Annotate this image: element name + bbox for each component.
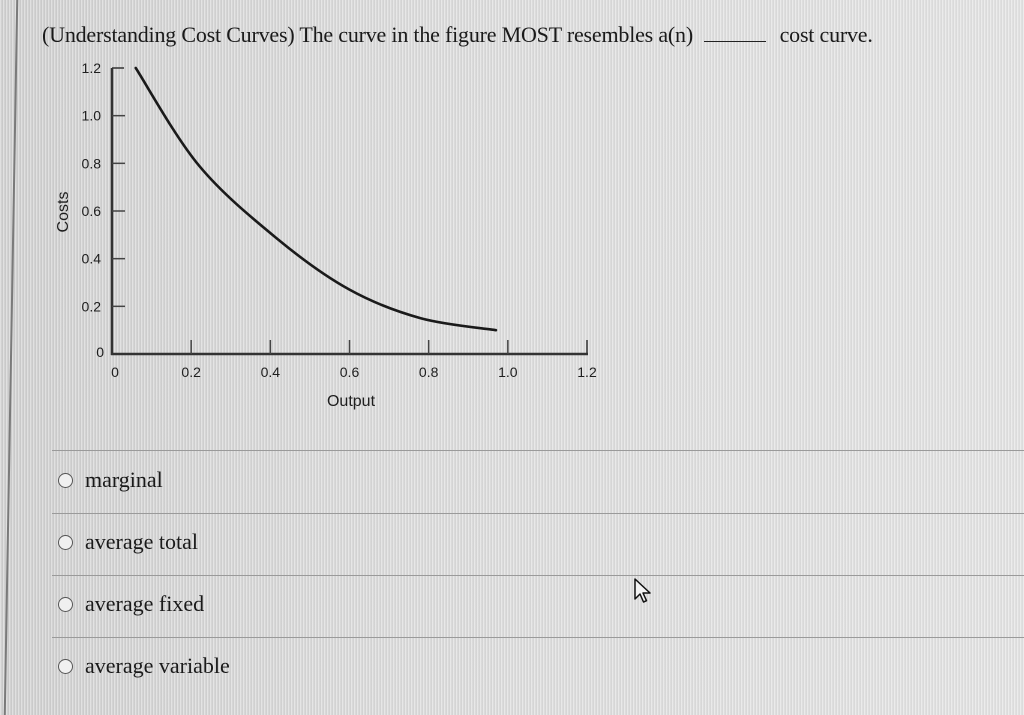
- divider: [52, 513, 1024, 514]
- x-tick-label: 1.2: [577, 364, 597, 380]
- y-axis-ticks: 0 0.2 0.4 0.6 0.8 1.0 1.2: [82, 60, 125, 360]
- option-label: average fixed: [85, 591, 205, 616]
- option-average-variable[interactable]: average variable: [58, 651, 230, 681]
- x-tick-label: 0: [111, 364, 119, 380]
- option-label: average variable: [85, 653, 230, 678]
- question-text: (Understanding Cost Curves) The curve in…: [42, 22, 1022, 48]
- x-tick-label: 0.4: [261, 364, 281, 380]
- x-tick-label: 0.8: [419, 364, 439, 380]
- y-tick-label: 1.0: [82, 108, 102, 124]
- y-axis-title: Costs: [55, 192, 72, 233]
- x-tick-label: 0.2: [181, 364, 201, 380]
- option-average-total[interactable]: average total: [58, 527, 198, 557]
- radio-empty-icon[interactable]: [58, 472, 73, 488]
- question-prefix: (Understanding Cost Curves) The curve in…: [42, 22, 693, 47]
- y-tick-label: 0: [96, 344, 104, 360]
- x-axis-ticks: 0 0.2 0.4 0.6 0.8 1.0 1.2: [111, 340, 597, 380]
- y-tick-label: 0.2: [82, 298, 102, 314]
- mouse-pointer-icon: [634, 578, 651, 603]
- divider: [52, 637, 1024, 638]
- option-label: average total: [85, 529, 198, 554]
- radio-empty-icon[interactable]: [58, 658, 73, 674]
- y-tick-label: 0.4: [82, 251, 102, 267]
- option-average-fixed[interactable]: average fixed: [58, 589, 204, 619]
- x-tick-label: 0.6: [340, 364, 360, 380]
- radio-empty-icon[interactable]: [58, 596, 73, 612]
- x-tick-label: 1.0: [498, 364, 518, 380]
- y-tick-label: 0.8: [82, 155, 102, 171]
- chart-svg: 00.20.40.60.81.01.2 0 0.2 0.4 0.6 0.8 1.0 1.2 …: [55, 60, 597, 410]
- answer-blank: [704, 23, 767, 42]
- radio-empty-icon[interactable]: [58, 534, 73, 550]
- divider: [52, 450, 1024, 451]
- cost-curve-line: [134, 66, 498, 332]
- option-marginal[interactable]: marginal: [58, 465, 163, 495]
- divider: [52, 575, 1024, 576]
- y-tick-label: 1.2: [82, 60, 102, 76]
- x-axis-title: Output: [327, 393, 376, 410]
- option-label: marginal: [85, 467, 163, 492]
- question-suffix: cost curve.: [779, 22, 873, 47]
- y-tick-label: 0.6: [82, 203, 102, 219]
- cost-curve-chart: 0 0.2 0.4 0.6 0.8 1.0 1.2 0 0.2 0.4 0.6 0.8 1.0 1.2 …: [55, 60, 597, 410]
